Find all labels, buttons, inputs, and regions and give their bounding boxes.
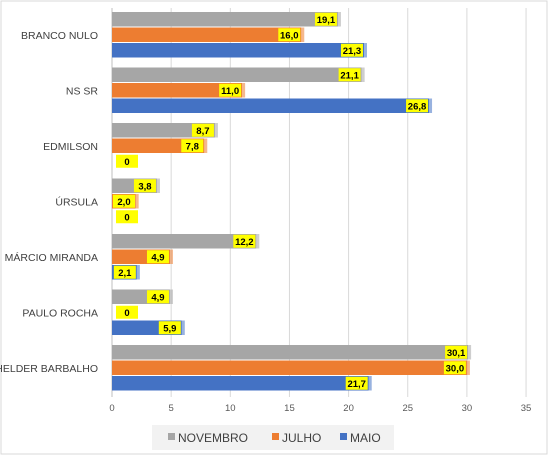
legend-label-julho: JULHO	[282, 431, 321, 445]
data-label-box	[345, 376, 368, 390]
data-label-box	[181, 139, 204, 153]
bar-end-maio-helder-barbalho	[368, 376, 372, 391]
bar-maio-helder-barbalho	[112, 376, 369, 391]
bar-novembro-helder-barbalho	[112, 345, 469, 360]
data-label-maio-marcio-miranda: 2,1	[118, 268, 132, 279]
data-label-maio-ursula: 0	[124, 212, 129, 223]
x-tick-label: 5	[169, 403, 174, 414]
x-tick-label: 20	[343, 403, 354, 414]
bar-end-julho-ns-sr	[242, 83, 246, 98]
bar-end-novembro-ns-sr	[361, 67, 365, 82]
legend-label-novembro: NOVEMBRO	[178, 431, 248, 445]
data-label-box	[116, 154, 138, 168]
data-label-box	[219, 83, 242, 97]
bar-end-maio-ns-sr	[429, 98, 433, 113]
bar-julho-branco-nulo	[112, 27, 302, 42]
data-label-box	[278, 28, 301, 42]
bar-novembro-edmilson	[112, 123, 215, 138]
data-label-box	[133, 179, 156, 193]
data-label-maio-helder-barbalho: 21,7	[347, 379, 366, 390]
bar-end-novembro-marcio-miranda	[256, 234, 260, 249]
data-label-box	[158, 321, 181, 335]
data-label-box	[340, 43, 363, 57]
data-label-maio-edmilson: 0	[124, 157, 129, 168]
data-label-maio-paulo-rocha: 5,9	[163, 323, 176, 334]
bar-end-maio-branco-nulo	[363, 43, 367, 58]
x-tick-label: 10	[225, 403, 236, 414]
data-label-novembro-helder-barbalho: 30,1	[447, 348, 466, 359]
legend-swatch-novembro	[168, 433, 175, 440]
bar-end-novembro-paulo-rocha	[169, 289, 173, 304]
bar-end-maio-marcio-miranda	[136, 265, 140, 280]
data-label-box	[445, 345, 468, 359]
category-label-branco-nulo: BRANCO NULO	[21, 30, 98, 42]
category-label-helder-barbalho: HELDER BARBALHO	[0, 363, 98, 375]
bar-julho-helder-barbalho	[112, 360, 467, 375]
data-label-novembro-paulo-rocha: 4,9	[151, 292, 164, 303]
data-label-box	[116, 305, 138, 319]
category-label-edmilson: EDMILSON	[43, 141, 98, 153]
legend-swatch-julho	[272, 433, 279, 440]
data-label-julho-marcio-miranda: 4,9	[151, 252, 164, 263]
data-label-julho-paulo-rocha: 0	[124, 308, 129, 319]
data-label-julho-ursula: 2,0	[117, 197, 130, 208]
data-label-julho-ns-sr: 11,0	[221, 86, 239, 97]
bar-end-novembro-ursula	[156, 178, 160, 193]
category-label-ns-sr: NS SR	[66, 85, 99, 97]
x-tick-label: 15	[284, 403, 295, 414]
bar-end-julho-ursula	[135, 194, 139, 209]
bar-end-julho-marcio-miranda	[169, 249, 173, 264]
data-label-box	[338, 68, 361, 82]
data-label-box	[191, 123, 214, 137]
data-label-box	[146, 290, 169, 304]
bar-end-julho-edmilson	[204, 138, 208, 153]
bar-novembro-marcio-miranda	[112, 234, 257, 249]
x-tick-label: 25	[402, 403, 413, 414]
bar-end-novembro-helder-barbalho	[468, 345, 472, 360]
data-label-box	[233, 234, 256, 248]
legend-swatch-maio	[340, 433, 347, 440]
category-label-ursula: ÚRSULA	[55, 195, 98, 208]
bar-end-julho-helder-barbalho	[466, 360, 470, 375]
data-label-box	[314, 12, 337, 26]
data-label-box	[443, 361, 466, 375]
bar-maio-branco-nulo	[112, 43, 364, 58]
bar-novembro-ns-sr	[112, 67, 362, 82]
category-label-marcio-miranda: MÁRCIO MIRANDA	[5, 251, 98, 264]
x-tick-label: 35	[521, 403, 532, 414]
data-label-julho-branco-nulo: 16,0	[280, 30, 299, 41]
bar-end-novembro-branco-nulo	[337, 12, 341, 27]
bar-maio-ns-sr	[112, 98, 430, 113]
data-label-novembro-edmilson: 8,7	[196, 126, 209, 137]
data-label-maio-ns-sr: 26,8	[408, 101, 427, 112]
bar-end-julho-branco-nulo	[301, 27, 305, 42]
data-label-novembro-marcio-miranda: 12,2	[235, 237, 254, 248]
data-label-novembro-ursula: 3,8	[138, 181, 151, 192]
data-label-novembro-ns-sr: 21,1	[340, 70, 359, 81]
bar-julho-edmilson	[112, 138, 205, 153]
data-label-julho-edmilson: 7,8	[186, 141, 199, 152]
data-label-maio-branco-nulo: 21,3	[343, 46, 362, 57]
bar-julho-ns-sr	[112, 83, 243, 98]
data-label-box	[406, 99, 429, 113]
x-tick-label: 0	[109, 403, 114, 414]
bar-novembro-branco-nulo	[112, 12, 338, 27]
data-label-box	[146, 250, 169, 264]
category-label-paulo-rocha: PAULO ROCHA	[22, 307, 98, 319]
data-label-julho-helder-barbalho: 30,0	[446, 363, 465, 374]
x-tick-label: 30	[462, 403, 473, 414]
data-label-box	[116, 210, 138, 224]
data-label-novembro-branco-nulo: 19,1	[317, 15, 336, 26]
legend-label-maio: MAIO	[350, 431, 381, 445]
data-label-box	[113, 194, 135, 208]
data-label-box	[113, 265, 136, 279]
bar-end-novembro-edmilson	[214, 123, 218, 138]
bar-end-maio-paulo-rocha	[181, 320, 185, 335]
